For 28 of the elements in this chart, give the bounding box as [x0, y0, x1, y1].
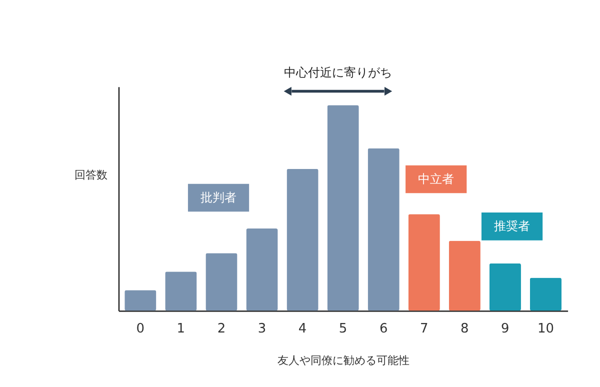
- annotation: 推奨者: [494, 219, 530, 234]
- x-tick-label: 10: [537, 321, 554, 336]
- text: 中心付近に寄りがち: [284, 65, 392, 80]
- bar: [530, 278, 562, 311]
- x-tick-label: 5: [338, 321, 348, 336]
- y-axis-title: 回答数: [74, 168, 108, 182]
- bar: [368, 148, 400, 311]
- bar: [286, 168, 318, 311]
- bar: [327, 105, 359, 311]
- x-tick-label: 7: [420, 321, 428, 336]
- x-tick-label: 9: [501, 321, 510, 336]
- x-tick-label: 6: [379, 321, 388, 336]
- x-axis-title: 友人や同僚に勧める可能性: [278, 354, 410, 367]
- x-tick-label: 1: [176, 321, 186, 336]
- bar: [124, 290, 156, 311]
- bar: [489, 263, 521, 311]
- x-tick-label: 4: [298, 321, 307, 336]
- x-tick-label: 3: [258, 321, 266, 336]
- bar: [206, 253, 238, 311]
- annotation: 批判者: [200, 190, 237, 204]
- bar: [246, 228, 278, 311]
- x-tick-label: 2: [217, 321, 226, 336]
- bar: [448, 240, 480, 311]
- x-tick-label: 0: [136, 321, 145, 336]
- bar: [165, 272, 197, 311]
- annotation: 中立者: [418, 172, 454, 186]
- x-tick-label: 8: [460, 321, 469, 336]
- bar: [408, 214, 440, 311]
